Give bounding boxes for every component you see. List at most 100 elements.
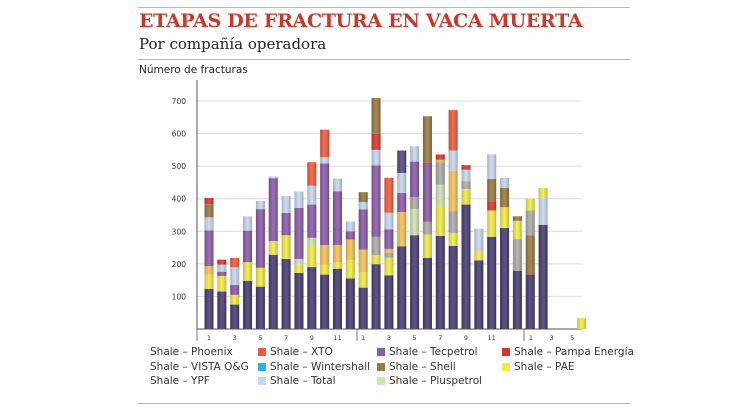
bar-segment-shade — [281, 235, 291, 259]
bar-segment-shade — [345, 259, 355, 279]
bar-segment-shade — [410, 208, 420, 236]
bar-segment-shade — [538, 187, 548, 199]
bar-segment-shade — [320, 274, 330, 329]
legend-label: Shale – Pampa Energía — [514, 346, 634, 358]
bar-segment-shade — [384, 212, 394, 230]
x-tick-label: 7 — [438, 334, 442, 342]
bar-segment-shade — [500, 177, 510, 188]
x-tick-label: 3 — [550, 334, 554, 342]
legend-swatch — [377, 348, 385, 356]
bar-segment-shade — [204, 198, 214, 205]
legend-item-ypf: Shale – YPF — [150, 375, 210, 387]
bar-segment-shade — [320, 157, 330, 164]
bottom-rule — [138, 403, 630, 404]
bar-segment-shade — [487, 154, 497, 179]
legend-label: Shale – YPF — [150, 375, 210, 387]
bar-segment-shade — [243, 262, 253, 281]
bar-segment-shade — [384, 177, 394, 213]
legend-item-xto: Shale – XTO — [258, 346, 333, 358]
bar-segment-shade — [333, 262, 342, 269]
bar-segment-shade — [243, 230, 253, 263]
bar-segment-shade — [461, 188, 471, 205]
bar-segment-shade — [435, 184, 445, 206]
chart-subtitle: Por compañía operadora — [139, 35, 327, 53]
bar-segment-shade — [410, 161, 420, 198]
x-tick-label: 11 — [333, 334, 341, 342]
x-tick-label: 5 — [413, 334, 417, 342]
bar-segment-shade — [371, 133, 381, 150]
bar-segment-shade — [268, 254, 278, 329]
bar-segment-shade — [474, 250, 484, 261]
bar-segment-shade — [435, 159, 445, 163]
bar-segment-shade — [217, 264, 227, 272]
x-tick-label: 3 — [233, 334, 237, 342]
chart-title: ETAPAS DE FRACTURA EN VACA MUERTA — [139, 10, 583, 32]
legend-label: Shale – Pluspetrol — [389, 375, 483, 387]
bar-segment-shade — [307, 204, 317, 238]
legend-swatch — [377, 363, 385, 371]
legend-swatch — [377, 377, 385, 385]
bar-segment-shade — [538, 198, 548, 225]
bar-segment-shade — [371, 165, 381, 237]
bar-segment-shade — [461, 204, 471, 329]
bar-segment-shade — [525, 235, 535, 275]
y-tick-label: 300 — [172, 227, 187, 236]
bar-segment-shade — [320, 244, 330, 265]
bar-segment-shade — [345, 221, 355, 232]
bar-segment-shade — [307, 185, 317, 205]
x-tick-label: 1 — [529, 334, 533, 342]
bar-segment-shade — [397, 246, 407, 329]
bar-segment-shade — [435, 162, 445, 185]
bar-segment-shade — [487, 210, 497, 237]
bar-segment-shade — [243, 216, 253, 231]
bar-segment-shade — [384, 248, 394, 253]
bar-segment-shade — [320, 129, 330, 158]
bar-segment-shade — [333, 178, 342, 192]
legend-label: Shale – Shell — [389, 361, 456, 373]
bar-segment-shade — [397, 192, 407, 213]
legend-swatch — [258, 348, 266, 356]
bar-segment-shade — [448, 211, 458, 233]
bar-segment-shade — [512, 271, 522, 329]
legend-label: Shale – Tecpetrol — [389, 346, 478, 358]
bar-segment-shade — [281, 196, 291, 214]
legend-swatch — [258, 363, 266, 371]
bar-segment-shade — [384, 257, 394, 276]
x-tick-label: 9 — [310, 334, 314, 342]
y-tick-label: 400 — [172, 195, 187, 204]
x-tick-label: 7 — [284, 334, 288, 342]
legend-item-pluspetrol: Shale – Pluspetrol — [377, 375, 482, 387]
bar-segment-shade — [435, 154, 445, 160]
legend-label: Shale – Total — [270, 375, 336, 387]
x-tick-label: 5 — [570, 334, 574, 342]
bar-segment-shade — [384, 252, 394, 258]
bar-segment-shade — [255, 209, 265, 268]
bar-segment-shade — [410, 197, 420, 209]
bar-segment-shade — [268, 241, 278, 255]
x-tick-label: 3 — [387, 334, 391, 342]
bar-segment-shade — [474, 260, 484, 329]
bar-segment-shade — [410, 146, 420, 162]
y-tick-label: 600 — [172, 130, 187, 139]
bar-segment-shade — [294, 258, 304, 265]
legend-item-total: Shale – Total — [258, 375, 336, 387]
bar-segment-shade — [217, 259, 227, 265]
bar-segment-shade — [384, 275, 394, 329]
bar-segment-shade — [500, 187, 510, 208]
bar-segment-shade — [268, 176, 278, 179]
legend-swatch — [502, 348, 510, 356]
bar-segment-shade — [487, 236, 497, 329]
bar-segment-shade — [371, 255, 381, 265]
legend-item-pae: Shale – PAE — [502, 361, 575, 373]
legend-label: Shale – PAE — [514, 361, 575, 373]
bar-segment-shade — [255, 286, 265, 329]
bar-segment-shade — [294, 272, 304, 329]
bar-segment-shade — [422, 221, 432, 235]
bar-segment-shade — [422, 116, 432, 163]
bar-segment-shade — [474, 228, 484, 251]
x-tick-label: 1 — [361, 334, 365, 342]
bar-segment-shade — [255, 267, 265, 287]
bar-segment-shade — [204, 217, 214, 231]
